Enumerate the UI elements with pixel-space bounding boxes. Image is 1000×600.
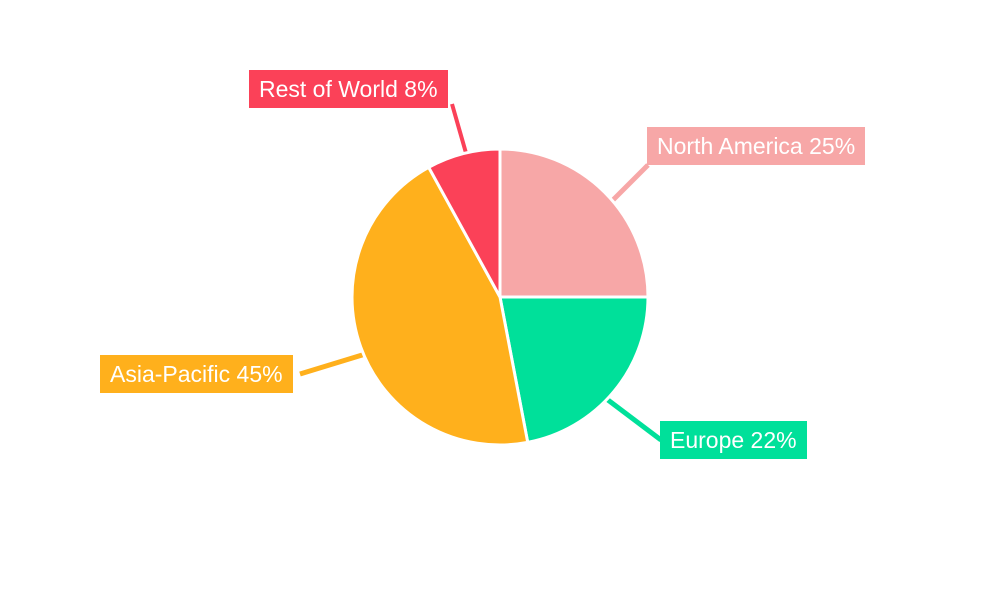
- leader-line-europe: [602, 395, 663, 442]
- leader-line-rest-of-world: [450, 103, 468, 154]
- pie-label-north-america-text: North America 25%: [657, 132, 856, 159]
- pie-slice-asia-pacific[interactable]: [350, 165, 530, 447]
- pie-slices: [350, 147, 650, 447]
- pie-label-asia-pacific: Asia-Pacific 45%: [100, 355, 293, 393]
- pie-slice-north-america[interactable]: [498, 147, 650, 299]
- pie-slice-rest-of-world[interactable]: [426, 147, 502, 298]
- pie-slice-europe[interactable]: [498, 295, 650, 445]
- pie-label-asia-pacific-text: Asia-Pacific 45%: [110, 360, 283, 387]
- pie-label-rest-of-world: Rest of World 8%: [249, 70, 448, 108]
- pie-label-europe: Europe 22%: [660, 421, 807, 459]
- leader-line-asia-pacific: [299, 349, 373, 377]
- pie-label-north-america: North America 25%: [647, 127, 866, 165]
- pie-label-europe-text: Europe 22%: [670, 426, 797, 453]
- pie-label-rest-of-world-text: Rest of World 8%: [259, 75, 438, 102]
